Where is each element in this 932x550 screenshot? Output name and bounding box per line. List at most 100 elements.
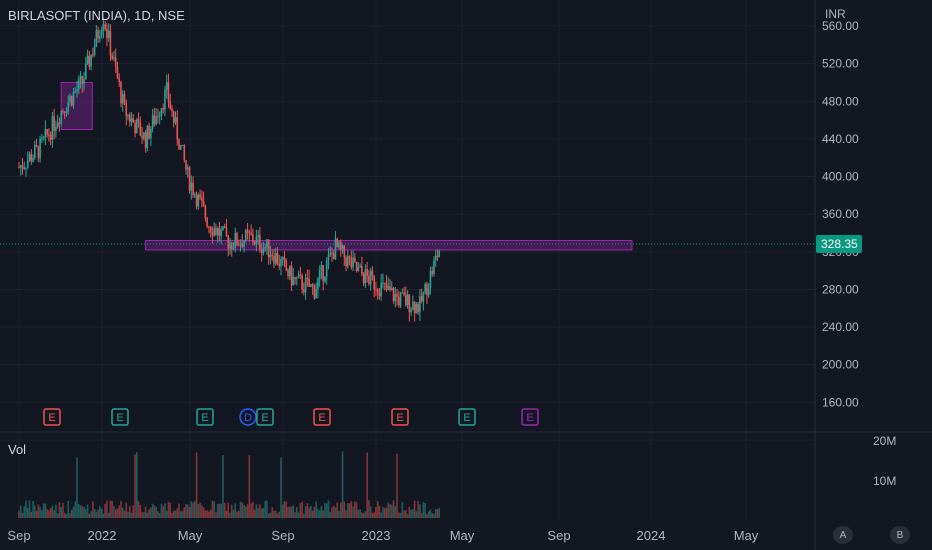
volume-bar [406,513,409,518]
volume-bar [419,504,421,518]
candle-body [141,135,143,139]
volume-bar [39,507,41,518]
candle-body [167,82,170,102]
candle-body [120,82,122,104]
candle-body [139,122,142,136]
volume-bar [169,502,172,518]
volume-bar [151,503,154,518]
volume-bar [65,513,68,518]
y-tick-label: 520.00 [822,57,859,71]
volume-bar [383,508,386,518]
candle-body [417,303,419,313]
candle-body [74,91,77,93]
candle-body [148,125,150,139]
volume-bar [172,510,175,518]
earnings-marker [458,408,476,426]
candle-body [162,108,164,110]
candle-body [232,247,235,250]
candle-body [70,96,73,106]
volume-bar [310,505,312,518]
volume-bar [215,512,217,518]
volume-bar [188,506,191,518]
volume-bar [318,510,321,518]
volume-bar [334,507,337,518]
volume-bar [19,505,22,518]
volume-bar [331,507,333,518]
candle-body [188,167,191,191]
y-tick-label: 160.00 [822,395,859,409]
earnings-marker [196,408,214,426]
candle-body [130,118,133,122]
volume-bar [401,502,404,518]
candle-body [376,289,379,293]
candle-body [422,292,425,302]
candle-body [199,194,201,198]
candle-body [262,247,265,254]
volume-bar [30,511,33,518]
candle-body [187,167,189,170]
volume-bar [128,506,131,518]
candle-body [369,270,372,285]
candle-body [99,36,101,39]
volume-bar [132,505,135,518]
volume-bar [288,506,291,518]
volume-bar [25,500,27,518]
volume-bar [229,512,231,518]
candle-body [46,129,48,135]
auto-scale-button[interactable]: A [833,526,853,544]
candle-body [194,194,196,196]
volume-bar [366,452,368,518]
earnings-marker-label: D [244,412,252,424]
candle-body [48,134,50,136]
volume-bar [281,504,284,518]
candle-body [195,194,198,207]
x-tick-label: May [734,528,759,543]
volume-bar [130,512,133,518]
candle-body [81,76,84,84]
candle-body [385,283,388,290]
candle-body [128,114,131,122]
volume-bar [294,512,296,518]
candle-body [392,288,395,302]
candle-body [355,261,358,272]
volume-bar [194,501,196,518]
volume-bar [46,508,48,518]
candle-body [165,82,168,90]
volume-bar [23,506,26,518]
earnings-marker [313,408,331,426]
log-scale-button[interactable]: B [890,526,910,544]
candle-body [32,157,34,162]
candle-body [90,54,92,67]
volume-bar [410,509,412,518]
volume-bar [102,513,105,518]
candle-body [237,245,240,247]
x-tick-label: May [450,528,475,543]
candle-body [322,265,324,282]
candle-body [308,279,310,287]
volume-bar [285,501,288,518]
volume-bar [426,513,428,518]
candle-body [104,24,106,30]
candle-body [208,226,210,228]
x-tick-label: Sep [7,528,30,543]
candle-body [399,292,402,306]
candle-body [371,270,374,276]
volume-bar [438,507,441,518]
volume-bar [123,510,126,518]
volume-bar [21,512,24,518]
volume-bar [327,500,330,518]
candle-body [192,182,194,196]
candle-body [160,108,163,116]
candle-body [230,243,233,250]
volume-bar [364,511,367,518]
volume-bar [143,512,145,518]
volume-bar [127,511,129,518]
volume-bar [227,502,230,518]
candle-body [429,270,432,288]
volume-bar [324,503,326,518]
candle-body [424,283,426,293]
candle-body [223,226,226,228]
volume-bar [303,513,305,518]
candle-body [178,139,180,150]
